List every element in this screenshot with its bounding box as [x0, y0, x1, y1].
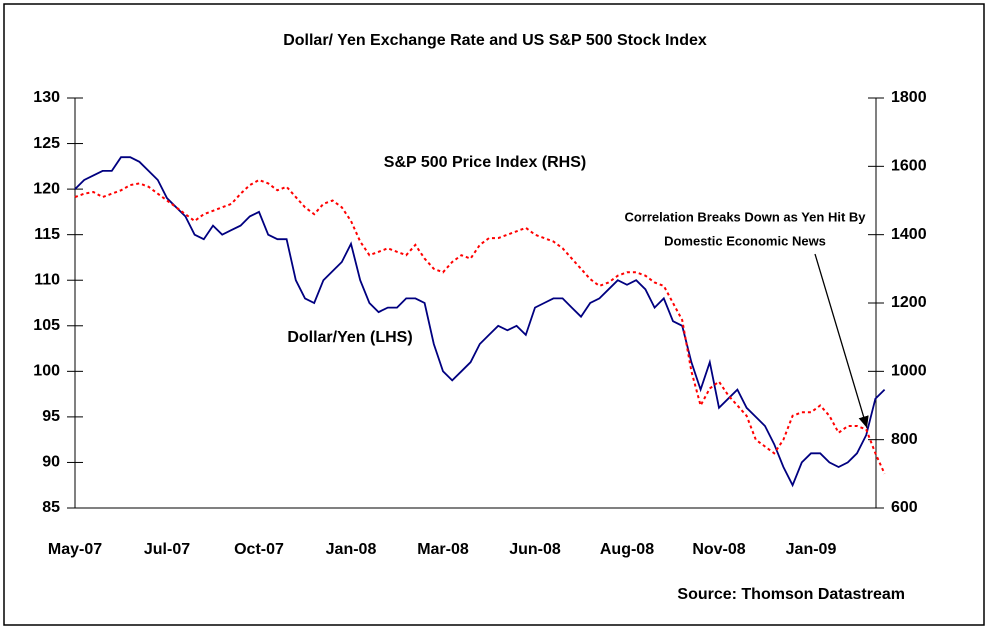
y-tick-label: 120 [33, 180, 60, 197]
y2-tick-label: 800 [891, 431, 918, 448]
annotation: Correlation Breaks Down as Yen Hit By [624, 209, 866, 224]
x-tick-label: Mar-08 [417, 541, 469, 558]
arrow [814, 253, 869, 429]
annotation: Dollar/Yen (LHS) [287, 329, 412, 346]
annotation: S&P 500 Price Index (RHS) [384, 154, 586, 171]
y2-tick-label: 1400 [891, 226, 927, 243]
source: Source: Thomson Datastream [677, 586, 905, 603]
y-tick-label: 125 [33, 135, 60, 152]
y-tick-label: 85 [42, 499, 60, 516]
annotation: Domestic Economic News [664, 233, 826, 248]
series-line [74, 156, 886, 488]
y-tick-label: 105 [33, 317, 60, 334]
y2-tick-label: 1600 [891, 158, 927, 175]
y2-tick-label: 1800 [891, 89, 927, 106]
y-tick-label: 90 [42, 454, 60, 471]
y-tick-label: 95 [42, 408, 60, 425]
x-tick-label: Jan-08 [326, 541, 377, 558]
y2-tick-label: 1200 [891, 294, 927, 311]
y-tick-label: 115 [34, 226, 60, 243]
y-tick-label: 110 [34, 271, 60, 288]
x-tick-label: Nov-08 [692, 541, 745, 558]
x-tick-label: Jul-07 [144, 541, 190, 558]
y2-tick-label: 600 [891, 499, 918, 516]
x-tick-label: Jan-09 [786, 541, 837, 558]
x-tick-label: Oct-07 [234, 541, 284, 558]
x-tick-label: Aug-08 [600, 541, 654, 558]
y-tick-label: 130 [33, 89, 60, 106]
frame [3, 3, 985, 626]
x-tick-label: May-07 [48, 541, 102, 558]
x-tick-label: Jun-08 [509, 541, 561, 558]
y2-tick-label: 1000 [891, 363, 927, 380]
y-tick-label: 100 [33, 363, 60, 380]
chart-title: Dollar/ Yen Exchange Rate and US S&P 500… [283, 32, 707, 49]
